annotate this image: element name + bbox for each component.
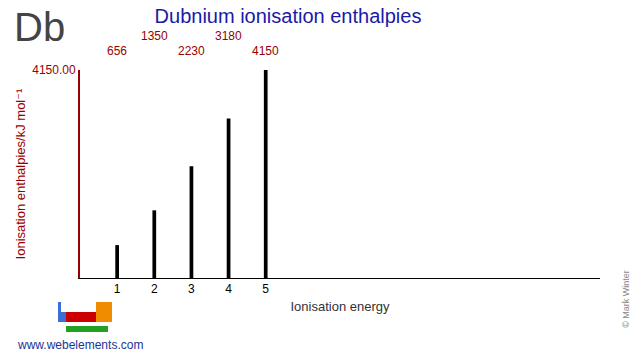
- svg-text:Dubnium ionisation enthalpies: Dubnium ionisation enthalpies: [155, 5, 422, 27]
- svg-text:4150: 4150: [252, 44, 279, 58]
- svg-text:© Mark Winter: © Mark Winter: [621, 270, 631, 328]
- svg-text:2: 2: [151, 282, 158, 296]
- svg-text:656: 656: [107, 44, 127, 58]
- svg-text:2230: 2230: [178, 44, 205, 58]
- svg-text:1350: 1350: [141, 29, 168, 43]
- svg-text:3: 3: [188, 282, 195, 296]
- svg-text:www.webelements.com: www.webelements.com: [17, 338, 143, 352]
- svg-text:Db: Db: [14, 5, 65, 49]
- svg-text:Ionisation energy: Ionisation energy: [290, 299, 390, 314]
- svg-text:5: 5: [262, 282, 269, 296]
- svg-text:4: 4: [225, 282, 232, 296]
- svg-text:4150.00: 4150.00: [32, 63, 76, 77]
- svg-text:3180: 3180: [215, 29, 242, 43]
- svg-text:1: 1: [114, 282, 121, 296]
- svg-text:Ionisation enthalpies/kJ mol⁻¹: Ionisation enthalpies/kJ mol⁻¹: [13, 88, 28, 260]
